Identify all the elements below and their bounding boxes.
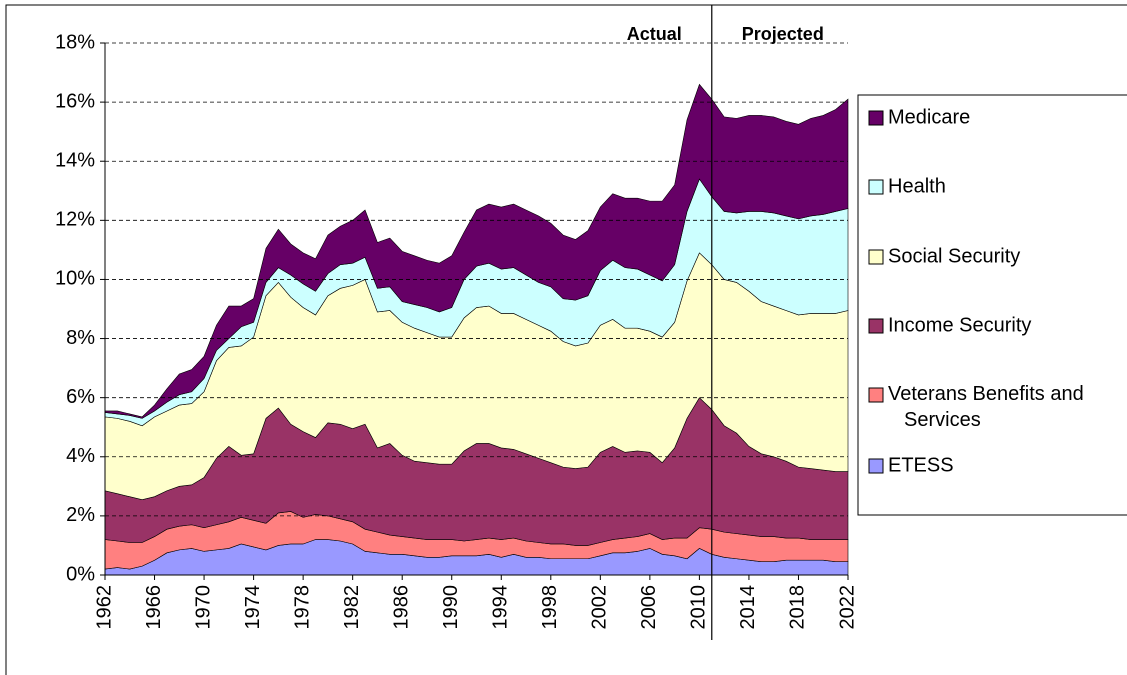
x-tick-label: 2006 xyxy=(638,585,660,630)
x-tick-label: 1986 xyxy=(390,585,412,630)
legend-swatch xyxy=(868,249,884,265)
x-tick-label: 2014 xyxy=(737,585,759,630)
chart-border xyxy=(5,4,1127,675)
legend-swatch xyxy=(868,110,884,126)
legend-label: Veterans Benefits and Services xyxy=(888,383,1084,431)
y-tick-label: 14% xyxy=(55,150,95,172)
y-tick-label: 4% xyxy=(66,445,95,467)
legend-swatch xyxy=(868,179,884,195)
y-tick-label: 0% xyxy=(66,563,95,585)
legend-label: Health xyxy=(888,175,946,197)
y-tick-label: 18% xyxy=(55,31,95,53)
legend-swatch xyxy=(868,387,884,403)
x-tick-label: 1962 xyxy=(93,585,115,630)
annotation: Actual xyxy=(627,24,682,44)
x-tick-label: 1982 xyxy=(341,585,363,630)
y-tick-label: 12% xyxy=(55,209,95,231)
x-tick-label: 2002 xyxy=(589,585,611,630)
x-tick-label: 1990 xyxy=(440,585,462,630)
area xyxy=(104,83,849,419)
y-tick-label: 6% xyxy=(66,386,95,408)
y-tick-label: 8% xyxy=(66,327,95,349)
x-tick-label: 1974 xyxy=(242,585,264,630)
x-tick-label: 1978 xyxy=(291,585,313,630)
legend-swatch xyxy=(868,318,884,334)
x-tick-label: 2010 xyxy=(688,585,710,630)
x-tick-label: 2018 xyxy=(787,585,809,630)
y-tick-label: 2% xyxy=(66,504,95,526)
legend-label: Social Security xyxy=(888,245,1020,267)
legend-label: Income Security xyxy=(888,314,1031,336)
legend-label: Medicare xyxy=(888,106,970,128)
x-tick-label: 2022 xyxy=(836,585,858,630)
annotation: Projected xyxy=(742,24,824,44)
legend-label: ETESS xyxy=(888,454,954,476)
x-tick-label: 1998 xyxy=(539,585,561,630)
legend-box xyxy=(857,94,1127,516)
y-tick-label: 16% xyxy=(55,90,95,112)
x-tick-label: 1970 xyxy=(192,585,214,630)
x-tick-label: 1994 xyxy=(490,585,512,630)
legend-swatch xyxy=(868,458,884,474)
x-tick-label: 1966 xyxy=(143,585,165,630)
y-tick-label: 10% xyxy=(55,268,95,290)
